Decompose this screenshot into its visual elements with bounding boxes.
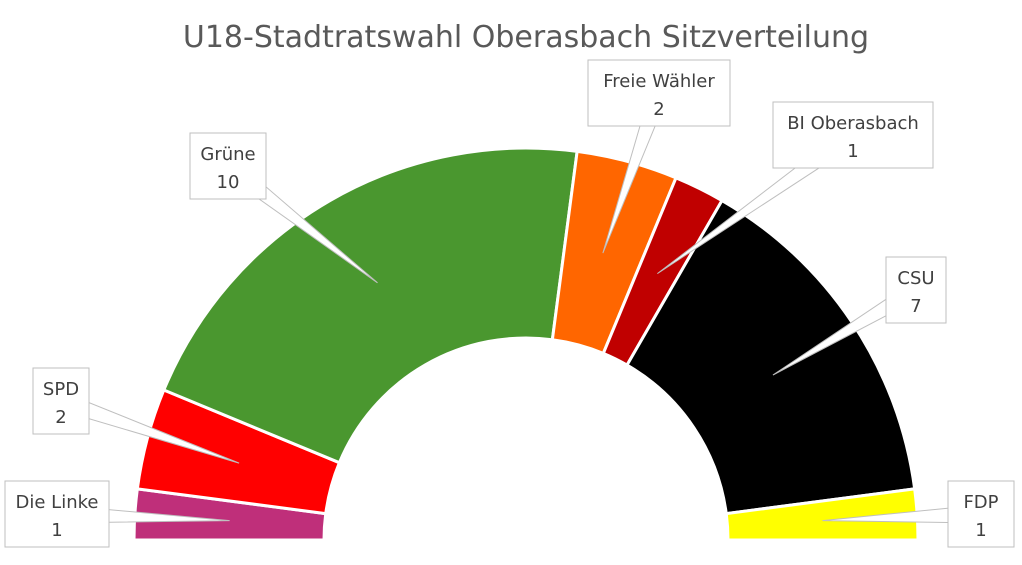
data-label-seats: 2 [55, 407, 66, 428]
data-label-party: Grüne [200, 144, 255, 165]
data-label-party: SPD [43, 379, 79, 400]
data-label-party: Die Linke [16, 492, 99, 513]
data-label-party: BI Oberasbach [787, 113, 919, 134]
data-label-seats: 10 [217, 172, 240, 193]
callout-bi-oberasbach: BI Oberasbach 1 [657, 101, 934, 275]
slices [132, 146, 920, 542]
slice-csu [624, 198, 917, 516]
callout-box [32, 367, 90, 435]
slice-fdp [724, 487, 920, 542]
data-label-seats: 1 [51, 520, 62, 541]
callout-freie-w-hler: Freie Wähler 2 [587, 59, 731, 254]
callout-box [587, 59, 731, 127]
data-label-party: FDP [963, 492, 998, 513]
callout-die-linke: Die Linke 1 [4, 480, 230, 548]
data-label-seats: 7 [910, 296, 921, 317]
chart-title: U18-Stadtratswahl Oberasbach Sitzverteil… [183, 20, 869, 55]
callout-spd: SPD 2 [32, 367, 240, 464]
callout-fdp: FDP 1 [822, 480, 1015, 548]
data-label-party: CSU [897, 268, 934, 289]
callout-gr-ne: Grüne 10 [189, 132, 378, 284]
data-label-seats: 1 [847, 141, 858, 162]
data-label-party: Freie Wähler [603, 71, 715, 92]
data-label-seats: 2 [653, 99, 664, 120]
data-label-seats: 1 [975, 520, 986, 541]
slice-gr-ne [161, 146, 579, 465]
callout-box [772, 101, 934, 169]
callout-box [947, 480, 1015, 548]
callout-csu: CSU 7 [772, 256, 947, 376]
callout-box [885, 256, 947, 324]
callout-box [189, 132, 267, 200]
callout-box [4, 480, 110, 548]
